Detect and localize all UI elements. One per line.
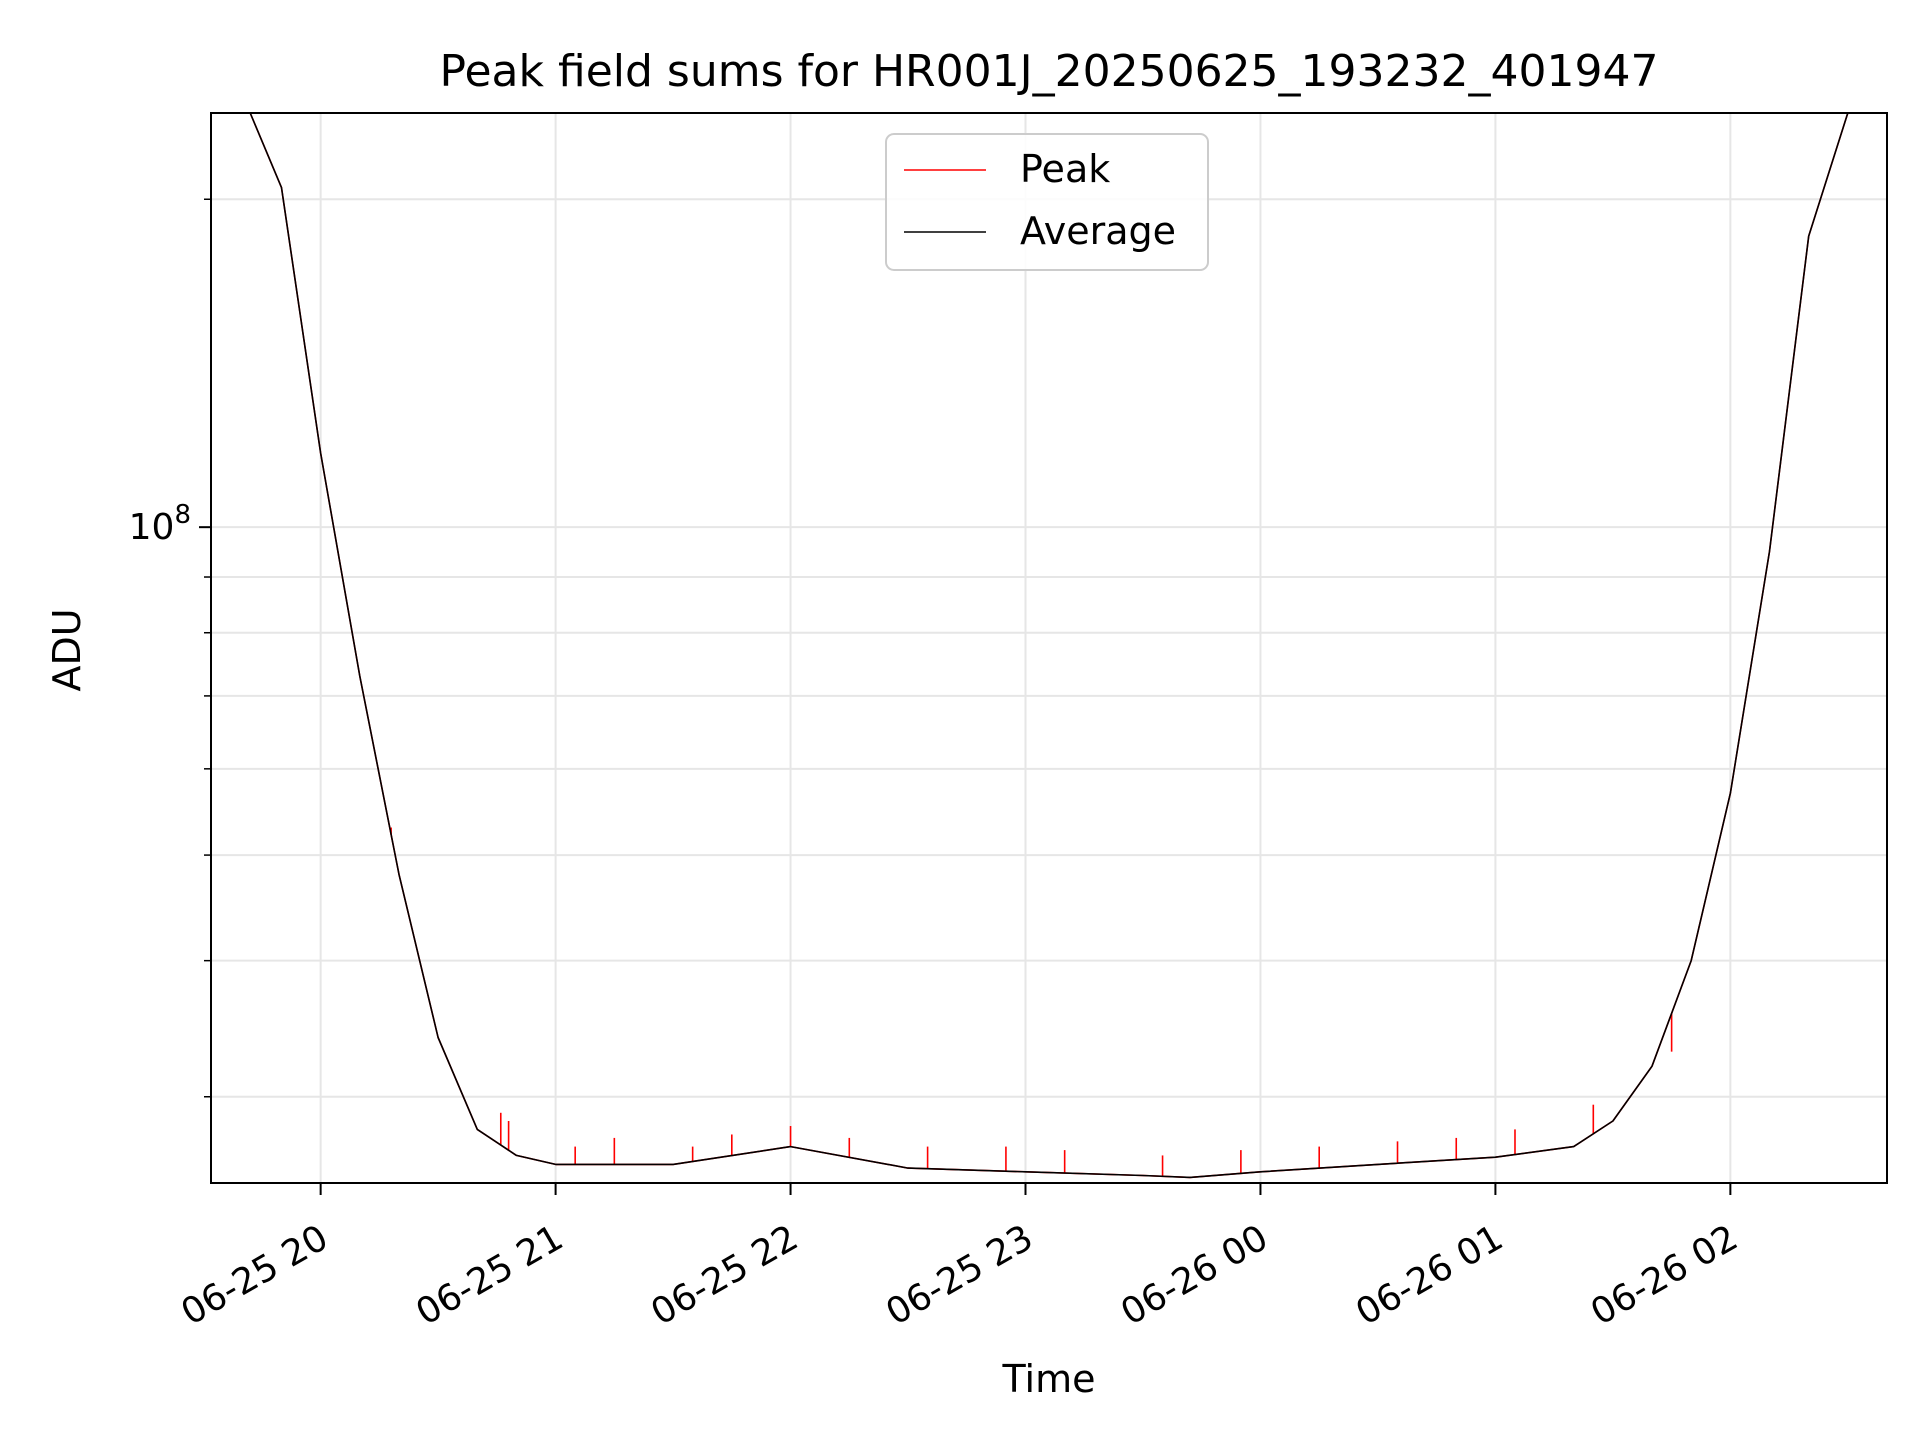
legend-box	[885, 133, 1209, 271]
x-axis-label: Time	[1002, 1357, 1096, 1401]
series-layer	[211, 113, 1849, 1179]
legend-peak-label: Peak	[1020, 147, 1110, 191]
legend: Peak Average	[885, 133, 1209, 271]
chart-title: Peak field sums for HR001J_20250625_1932…	[440, 46, 1659, 97]
legend-average-label: Average	[1020, 209, 1176, 253]
y-axis-label: ADU	[45, 608, 89, 691]
plot-frame	[210, 112, 1888, 1184]
y-tick-label: 108	[129, 500, 191, 548]
average-series-line	[211, 113, 1849, 1179]
y-axis: 108	[129, 198, 211, 1098]
